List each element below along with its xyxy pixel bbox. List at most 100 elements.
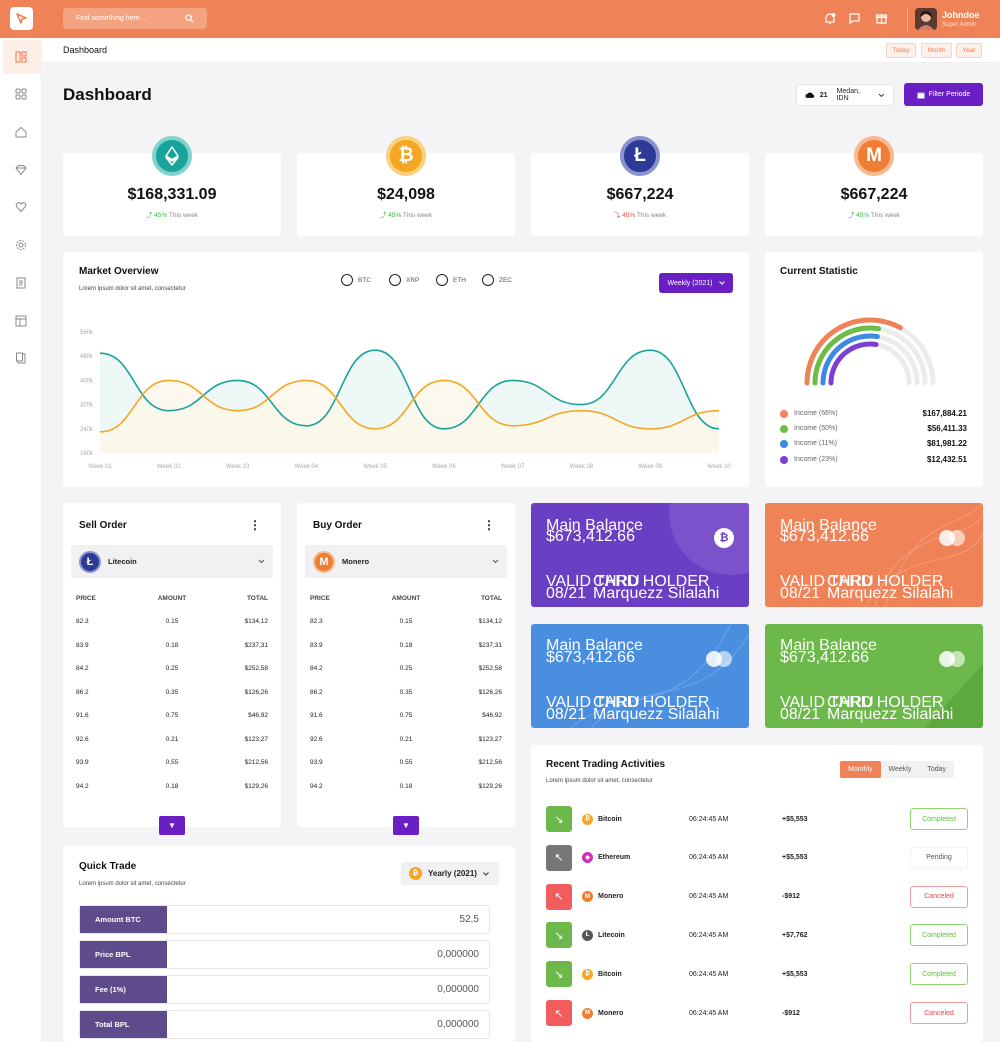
sell-order-title: Sell Order xyxy=(79,520,127,531)
buy-order-expand-button[interactable]: ▼ xyxy=(393,816,419,835)
balance-card-green[interactable] xyxy=(765,624,983,728)
sidebar-dashboard-icon[interactable] xyxy=(12,48,30,66)
field-value[interactable]: 0,000000 xyxy=(437,1019,479,1030)
sidebar-table-icon[interactable] xyxy=(12,312,30,330)
option-xrp[interactable]: XRP xyxy=(389,274,419,286)
more-options-icon[interactable]: ⋮ xyxy=(249,518,261,532)
yearly-period-dropdown[interactable]: ₿ Yearly (2021) xyxy=(401,862,499,885)
buy-coin-label: Monero xyxy=(342,557,370,566)
weekly-period-dropdown[interactable]: Weekly (2021) xyxy=(659,273,733,293)
order-row: 83.9 0.18 $237,31 xyxy=(310,642,502,649)
trade-row[interactable]: ↖ M Monero 06:24:45 AM -$912 Canceled xyxy=(546,883,968,911)
range-year-button[interactable]: Year xyxy=(956,43,982,58)
ethereum-icon xyxy=(152,136,192,176)
balance-card-orange[interactable] xyxy=(765,503,983,607)
arrow-up-left-icon: ↖ xyxy=(546,844,572,871)
logo-icon xyxy=(16,13,27,24)
option-btc[interactable]: BTC xyxy=(341,274,371,286)
order-total: $252,58 xyxy=(478,665,503,672)
buy-order-header: PRICE AMOUNT TOTAL xyxy=(310,595,502,602)
sidebar-apps-icon[interactable] xyxy=(12,85,30,103)
price-bpl-field[interactable]: Price BPL 0,000000 xyxy=(79,940,490,969)
trade-row[interactable]: ↘ ₿ Bitcoin 06:24:45 AM +$5,553 Completed xyxy=(546,805,968,833)
search-icon[interactable] xyxy=(185,14,194,23)
market-overview-title: Market Overview xyxy=(79,266,159,277)
radio-icon xyxy=(436,274,448,286)
weather-location-dropdown[interactable]: 21 Medan, IDN xyxy=(796,84,894,106)
field-value[interactable]: 52.5 xyxy=(459,914,479,925)
sidebar-heart-icon[interactable] xyxy=(12,198,30,216)
trade-amount: -$912 xyxy=(782,1009,800,1017)
order-amount: 0.21 xyxy=(399,735,413,743)
sidebar-clipboard-icon[interactable] xyxy=(12,349,30,367)
app-logo[interactable] xyxy=(10,7,33,30)
range-month-button[interactable]: Month xyxy=(921,43,952,58)
stat-value-ethereum: $168,331.09 xyxy=(127,186,217,203)
search-input[interactable]: Find something here... xyxy=(76,15,146,22)
monero-icon: M xyxy=(313,550,335,573)
field-label: Fee (1%) xyxy=(80,976,167,1003)
sell-coin-select[interactable]: Ł Litecoin xyxy=(71,545,273,578)
order-amount: 0.15 xyxy=(165,618,179,625)
balance-card-purple[interactable] xyxy=(531,503,749,607)
trade-coin-label: Monero xyxy=(598,893,624,901)
balance-card-blue[interactable] xyxy=(531,624,749,728)
trade-row[interactable]: ↘ ₿ Bitcoin 06:24:45 AM +$5,553 Completed xyxy=(546,960,968,988)
user-name[interactable]: Johndoe xyxy=(942,10,980,20)
sidebar-settings-icon[interactable] xyxy=(12,236,30,254)
more-options-icon[interactable]: ⋮ xyxy=(483,518,495,532)
order-amount: 0.18 xyxy=(399,782,413,790)
trade-row[interactable]: ↘ Ł Litecoin 06:24:45 AM +$7,762 Completed xyxy=(546,921,968,949)
chevron-down-icon xyxy=(483,871,489,876)
trade-row[interactable]: ↖ ◆ Ethereum 06:24:45 AM +$5,553 Pending xyxy=(546,844,968,872)
tab-today[interactable]: Today xyxy=(927,766,947,773)
filter-periode-button[interactable]: Filter Periode xyxy=(904,83,983,106)
field-label: Total BPL xyxy=(80,1011,167,1038)
trade-row[interactable]: ↖ M Monero 06:24:45 AM -$912 Canceled xyxy=(546,999,968,1027)
order-price: 93.9 xyxy=(76,759,89,766)
order-total: $129,26 xyxy=(478,782,503,790)
fee-field[interactable]: Fee (1%) 0,000000 xyxy=(79,975,490,1004)
order-price: 84.2 xyxy=(76,665,89,672)
gift-icon[interactable] xyxy=(873,10,890,27)
chat-icon[interactable] xyxy=(846,10,863,27)
sidebar-diamond-icon[interactable] xyxy=(12,161,30,179)
order-price: 91.6 xyxy=(76,712,89,719)
income-arc xyxy=(812,325,882,386)
tab-weekly[interactable]: Weekly xyxy=(888,766,912,773)
sell-order-expand-button[interactable]: ▼ xyxy=(159,816,185,835)
option-zec[interactable]: ZEC xyxy=(482,274,512,286)
search-bar[interactable]: Find something here... xyxy=(63,8,207,29)
order-total: $129,26 xyxy=(244,782,269,790)
sidebar-home-icon[interactable] xyxy=(12,123,30,141)
notification-bell-icon[interactable] xyxy=(821,10,838,27)
user-avatar[interactable] xyxy=(915,8,937,30)
amount-btc-field[interactable]: Amount BTC 52.5 xyxy=(79,905,490,934)
monero-icon: M xyxy=(854,136,894,176)
field-value[interactable]: 0,000000 xyxy=(437,984,479,995)
card-holder-value: Marquezz Silalahi xyxy=(827,706,954,723)
order-total: $46,92 xyxy=(248,712,268,719)
order-row: 94.2 0.18 $129,26 xyxy=(310,783,502,790)
card-holder-label: CARD HOLDER xyxy=(827,573,944,590)
header-divider xyxy=(907,7,908,31)
current-statistic-title: Current Statistic xyxy=(780,266,858,277)
legend-dot-icon xyxy=(780,439,788,448)
breadcrumb: Dashboard xyxy=(63,45,108,55)
total-bpl-field[interactable]: Total BPL 0,000000 xyxy=(79,1010,490,1039)
buy-coin-select[interactable]: M Monero xyxy=(305,545,507,578)
order-price: 82.3 xyxy=(76,618,89,625)
order-price: 94.2 xyxy=(76,782,89,790)
valid-thru-value: 08/21 xyxy=(780,706,821,723)
trade-amount: +$7,762 xyxy=(782,931,808,939)
field-value[interactable]: 0,000000 xyxy=(437,949,479,960)
balance-value: $673,412.66 xyxy=(546,528,635,545)
sidebar-document-icon[interactable] xyxy=(12,274,30,292)
tab-monthly[interactable]: Monthly xyxy=(840,761,881,778)
chevron-down-icon xyxy=(258,559,265,564)
stat-change-monero: ⤴ 45% This week xyxy=(847,212,901,219)
range-today-button[interactable]: Today xyxy=(886,43,916,58)
x-tick-label: Week 07 xyxy=(501,464,525,470)
option-eth[interactable]: ETH xyxy=(436,274,466,286)
trade-coin: M Monero xyxy=(582,891,689,903)
